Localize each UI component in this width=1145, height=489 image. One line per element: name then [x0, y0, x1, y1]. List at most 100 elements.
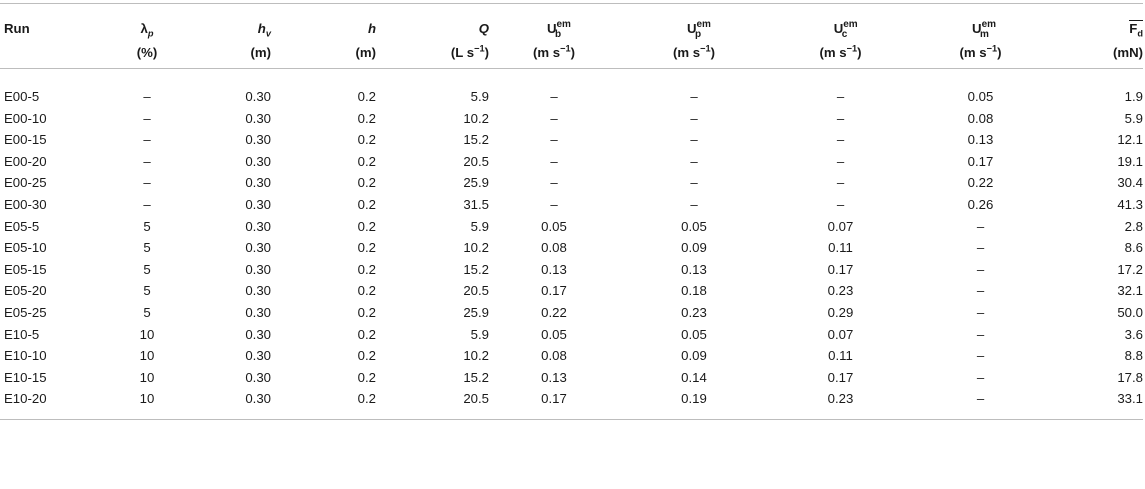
table-cell: 0.2 [357, 132, 376, 148]
table-cell: – [619, 67, 769, 108]
table-cell: – [95, 67, 199, 108]
table-cell: 0.22 [541, 304, 567, 320]
unit-up: (m s−1) [672, 43, 716, 60]
table-cell: 0.2 [357, 153, 376, 169]
table-cell: 0.2 [357, 348, 376, 364]
table-row: E05-15 5 0.30 0.2 15.2 0.13 0.13 0.17 – 17.2 [0, 259, 1143, 281]
table-cell: 25.9 [463, 304, 489, 320]
table-cell: 0.09 [681, 348, 707, 364]
table-cell: 0.30 [245, 348, 271, 364]
table-cell: 0.23 [769, 388, 912, 420]
table-cell: 15.2 [463, 369, 489, 385]
table-row: E00-20 – 0.30 0.2 20.5 – – – 0.17 19.1 [0, 151, 1143, 173]
table-cell: E00-30 [4, 196, 47, 212]
table-cell: 15.2 [463, 132, 489, 148]
unit-hv: (m) [250, 45, 271, 60]
table-row: E10-10 10 0.30 0.2 10.2 0.08 0.09 0.11 – 8.8 [0, 345, 1143, 367]
table-cell: – [489, 67, 619, 108]
table-cell: 0.2 [357, 261, 376, 277]
table-cell: 0.13 [681, 261, 707, 277]
table-cell: – [143, 196, 151, 212]
table-cell: 5.9 [376, 67, 489, 108]
header-lambda-p: λp [140, 21, 154, 39]
table-cell: – [143, 175, 151, 191]
unit-run [0, 42, 95, 69]
header-symbol-row: Run λp hv h Q Uemb Uemp Uemc Uemm Fd [0, 4, 1143, 43]
table-cell: 5.9 [470, 218, 489, 234]
table-row: E05-25 5 0.30 0.2 25.9 0.22 0.23 0.29 – 50.0 [0, 302, 1143, 324]
header-ub: Uemb [546, 19, 571, 40]
table-cell: 0.30 [245, 326, 271, 342]
table-cell: 10 [139, 326, 155, 342]
table-cell: 0.30 [199, 388, 271, 420]
table-cell: 5 [143, 283, 151, 299]
table-cell: – [912, 388, 1049, 420]
table-cell: 0.30 [199, 67, 271, 108]
table-cell: 0.2 [357, 326, 376, 342]
table-cell: 5 [143, 218, 151, 234]
table-cell: – [143, 153, 151, 169]
table-cell: 0.13 [967, 132, 994, 148]
table-cell: 0.2 [357, 110, 376, 126]
table-cell: E00-15 [4, 132, 47, 148]
table-cell: 33.1 [1049, 388, 1143, 420]
unit-um: (m s−1) [959, 43, 1002, 60]
table-cell: – [690, 132, 698, 148]
table-cell: 0.11 [828, 240, 853, 256]
table-cell: – [976, 283, 985, 299]
table-cell: 5.9 [470, 326, 489, 342]
unit-ub: (m s−1) [532, 43, 576, 60]
table-cell: 8.8 [1124, 348, 1143, 364]
table-cell: 0.05 [681, 326, 707, 342]
table-cell: 0.2 [357, 369, 376, 385]
table-cell: 20.5 [376, 388, 489, 420]
table-cell: 20.5 [463, 283, 489, 299]
table-cell: – [836, 132, 845, 148]
table-cell: 0.05 [912, 67, 1049, 108]
table-cell: 0.30 [245, 283, 271, 299]
table-cell: 0.29 [827, 304, 854, 320]
table-cell: 5 [143, 304, 151, 320]
table-cell: E10-10 [4, 348, 47, 364]
table-cell: – [976, 240, 985, 256]
table-cell: 0.30 [245, 218, 271, 234]
table-cell: 0.17 [541, 283, 567, 299]
table-cell: E10-5 [4, 326, 40, 342]
header-unit-row: (%) (m) (m) (L s−1) (m s−1) (m s−1) (m s… [0, 42, 1143, 69]
unit-uc: (m s−1) [819, 43, 862, 60]
header-um: Uemm [972, 19, 997, 40]
table-cell: – [690, 175, 698, 191]
table-cell: 10.2 [463, 110, 489, 126]
table-cell: 10.2 [463, 240, 489, 256]
header-hv: hv [257, 21, 271, 39]
table-cell: 0.14 [681, 369, 707, 385]
header-run: Run [4, 21, 30, 36]
table-row: E00-10 – 0.30 0.2 10.2 – – – 0.08 5.9 [0, 108, 1143, 130]
table-cell: 0.30 [245, 261, 271, 277]
table-cell: 3.6 [1124, 326, 1143, 342]
table-cell: 0.23 [827, 283, 854, 299]
table-cell: 15.2 [463, 261, 489, 277]
table-row: E05-10 5 0.30 0.2 10.2 0.08 0.09 0.11 – 8.6 [0, 237, 1143, 259]
table-cell: 8.6 [1124, 240, 1143, 256]
table-cell: 0.05 [681, 218, 707, 234]
table-row: E05-5 5 0.30 0.2 5.9 0.05 0.05 0.07 – 2.8 [0, 216, 1143, 238]
header-up: Uemp [686, 19, 711, 40]
table-cell: 30.4 [1117, 175, 1143, 191]
table-cell: – [836, 110, 845, 126]
table-cell: E10-20 [0, 388, 95, 420]
table-cell: 0.30 [245, 175, 271, 191]
table-cell: – [976, 218, 985, 234]
unit-q: (L s−1) [450, 43, 489, 60]
table-cell: E00-20 [4, 153, 47, 169]
table-cell: 0.22 [967, 175, 994, 191]
unit-lambda-p: (%) [136, 45, 158, 60]
table-cell: 0.13 [541, 369, 567, 385]
table-cell: 0.2 [357, 218, 376, 234]
table-cell: 0.30 [245, 369, 271, 385]
table-cell: 0.30 [245, 110, 271, 126]
table-row: E10-20 10 0.30 0.2 20.5 0.17 0.19 0.23–33.1 [0, 388, 1143, 420]
unit-fd: (mN) [1112, 45, 1143, 60]
table-cell: 12.1 [1117, 132, 1143, 148]
table-cell: E05-10 [4, 240, 47, 256]
